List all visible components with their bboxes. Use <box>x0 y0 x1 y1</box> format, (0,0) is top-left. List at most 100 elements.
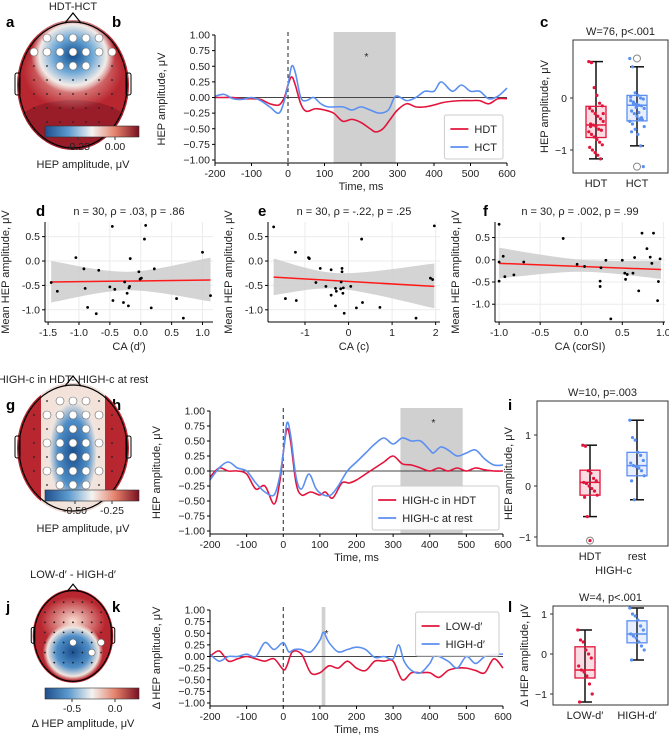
data-point <box>583 495 587 499</box>
data-point <box>589 61 594 65</box>
legend-entry: HCT <box>474 142 497 154</box>
x-tick-label: 0 <box>346 327 352 339</box>
colorbar-tick: -0.50 <box>63 505 87 517</box>
y-axis-label: Δ HEP amplitude, μV <box>519 603 531 706</box>
electrode <box>90 641 93 644</box>
y-tick-label: -0.5 <box>245 280 263 292</box>
data-point <box>339 280 343 284</box>
data-point <box>631 634 636 638</box>
data-point <box>599 128 604 132</box>
series-line <box>209 427 504 505</box>
y-tick-label: 0.75 <box>190 45 211 57</box>
data-point <box>83 286 87 290</box>
electrode <box>90 611 93 614</box>
significant-electrode <box>42 33 52 43</box>
data-point <box>639 96 643 100</box>
data-point <box>122 301 125 304</box>
data-point <box>49 281 53 284</box>
x-tick-label: 600 <box>494 539 512 551</box>
confidence-band <box>499 247 661 279</box>
x-axis-label: Time, ms <box>339 181 384 193</box>
electrode <box>72 661 74 664</box>
y-tick-label: -1.0 <box>22 304 40 316</box>
significant-electrode <box>68 47 78 57</box>
x-tick-label: -1.5 <box>39 327 57 339</box>
data-point <box>650 261 654 265</box>
y-tick-label: −1 <box>535 689 547 701</box>
data-point <box>589 656 593 660</box>
data-point <box>636 618 640 622</box>
x-tick-label: -1.0 <box>70 327 88 339</box>
significant-electrode <box>68 410 78 420</box>
y-tick-label: −1 <box>555 145 567 157</box>
electrode <box>59 121 61 123</box>
data-point <box>578 638 583 642</box>
y-tick-label: 0.50 <box>185 436 206 448</box>
x-tick-label: -100 <box>241 168 262 180</box>
data-point <box>592 135 596 139</box>
data-point <box>272 225 276 229</box>
y-tick-label: 1.00 <box>185 605 206 617</box>
significant-electrode <box>81 410 91 420</box>
panel-label-k: k <box>112 599 121 616</box>
electrode <box>98 428 100 430</box>
significant-electrode <box>94 33 104 43</box>
data-point <box>598 285 602 288</box>
data-point <box>583 444 588 448</box>
confidence-band <box>51 257 211 303</box>
electrode <box>62 651 65 654</box>
x-tick-label: 200 <box>348 711 366 723</box>
data-point <box>588 106 592 110</box>
x-tick-label: 400 <box>425 168 443 180</box>
x-axis-label: Time, ms <box>334 552 379 564</box>
panel-l: W=4, p<.001 −1 0 1 Δ HEP amplitude, μV LOW-d′… <box>519 592 669 722</box>
data-point <box>588 538 592 543</box>
electrode <box>46 456 48 458</box>
data-point <box>641 97 645 101</box>
data-point <box>360 237 364 241</box>
data-point <box>628 56 632 61</box>
x-tick-label: -0.5 <box>101 327 119 339</box>
electrode <box>53 611 56 614</box>
legend-entry: HIGH-c at rest <box>402 513 472 525</box>
x-tick-label: 100 <box>316 168 334 180</box>
electrode <box>62 621 65 624</box>
data-point <box>633 438 637 442</box>
data-point <box>629 99 633 103</box>
data-point <box>652 231 655 235</box>
data-point <box>414 316 418 320</box>
data-point <box>342 311 346 315</box>
significant-electrode <box>68 33 78 43</box>
x-tick-label: 300 <box>384 539 402 551</box>
panel-h: -200 -100 0 100 200 300 400 500 600 1.00 0.75 0.50 0… <box>151 406 512 565</box>
data-point <box>82 267 86 271</box>
data-point <box>294 299 298 302</box>
data-point <box>609 317 613 321</box>
nose-icon <box>66 583 80 592</box>
data-point <box>598 279 602 283</box>
significance-asterisk: * <box>324 628 328 640</box>
outlier-marker <box>633 54 641 63</box>
x-tick-label: 1.0 <box>656 327 669 339</box>
y-tick-label: 0.5 <box>475 232 490 244</box>
electrode <box>111 470 113 472</box>
data-point <box>598 101 602 105</box>
data-point <box>632 498 636 502</box>
x-tick-label: 0.5 <box>164 327 179 339</box>
colorbar-tick: 0.00 <box>105 141 126 153</box>
y-tick-label: 0.00 <box>185 466 206 478</box>
data-point <box>645 247 649 251</box>
data-point <box>642 125 646 129</box>
data-point <box>341 286 345 290</box>
electrode <box>98 400 100 402</box>
y-axis-label: HEP amplitude, μV <box>151 425 163 519</box>
x-axis-label: HIGH-c <box>595 565 632 577</box>
data-point <box>639 144 643 148</box>
data-point <box>378 305 382 309</box>
box-HDT <box>579 443 601 545</box>
electrode <box>72 611 74 614</box>
electrode <box>85 79 87 81</box>
electrode <box>33 456 35 458</box>
electrode <box>44 611 46 614</box>
data-point <box>314 281 318 284</box>
